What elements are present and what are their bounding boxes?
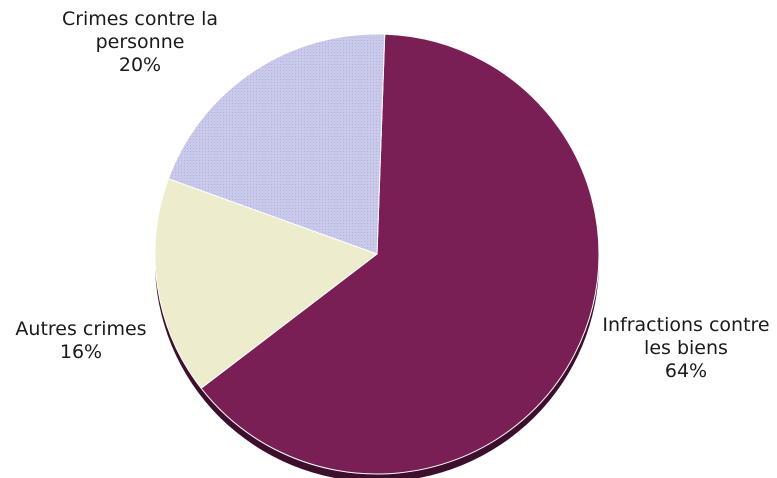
slice-label-line: Infractions contre	[602, 314, 770, 336]
pie-slice-infractions-contre-les-biens	[200, 33, 600, 475]
pie-slice-crimes-contre-la-personne	[167, 33, 386, 255]
slice-label-autres-crimes: Autres crimes 16%	[6, 318, 156, 364]
slice-label-line: Autres crimes	[15, 318, 147, 340]
slice-label-line: les biens	[644, 337, 728, 359]
slice-label-line: personne	[95, 31, 185, 53]
slice-label-line: Crimes contre la	[61, 8, 219, 30]
slice-percent-label: 16%	[59, 341, 103, 363]
pie-slice-autres-crimes	[154, 178, 379, 389]
slice-percent-label: 20%	[118, 54, 162, 76]
slice-label-infractions-contre-les-biens: Infractions contre les biens 64%	[596, 314, 776, 383]
slice-label-crimes-contre-la-personne: Crimes contre la personne 20%	[40, 8, 240, 77]
slice-percent-label: 64%	[664, 360, 708, 382]
